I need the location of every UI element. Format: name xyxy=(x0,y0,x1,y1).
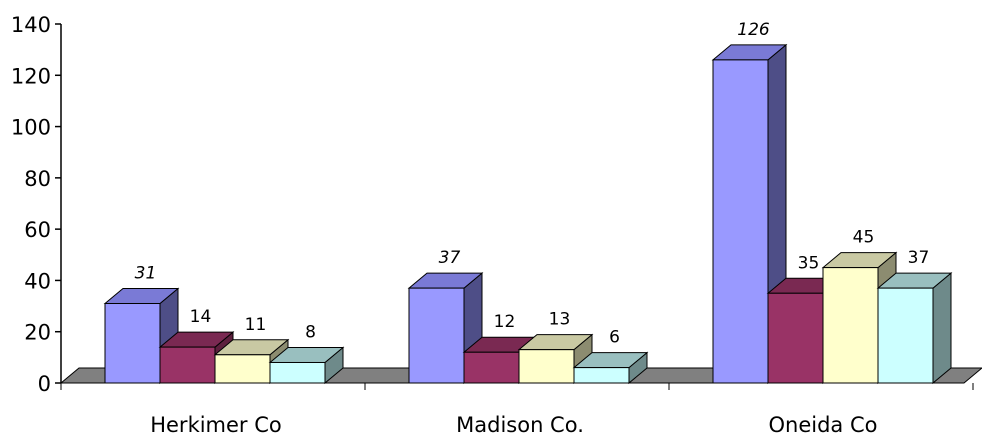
bar-front-face xyxy=(518,349,575,384)
data-label: 45 xyxy=(853,228,875,248)
bar-front-face xyxy=(712,59,769,384)
bar xyxy=(876,272,953,385)
bar-front-face xyxy=(408,287,465,384)
data-label: 31 xyxy=(135,264,157,284)
data-label: 13 xyxy=(549,310,571,330)
y-tick-label: 60 xyxy=(24,218,51,242)
bar-front-face xyxy=(877,287,934,384)
bar-front-face xyxy=(269,361,326,384)
bar-front-face xyxy=(822,267,879,384)
data-label: 37 xyxy=(908,248,930,268)
data-label: 14 xyxy=(190,307,212,327)
data-labels: 31 14 11 8 37 12 13 6 126 35 45 37 xyxy=(135,20,930,348)
bar-front-face xyxy=(463,351,520,384)
y-tick-label: 140 xyxy=(11,13,51,37)
bar xyxy=(268,346,345,385)
x-category-label: Herkimer Co xyxy=(150,413,282,437)
bar-front-face xyxy=(767,292,824,384)
y-tick-label: 100 xyxy=(11,116,51,140)
x-category-label: Madison Co. xyxy=(456,413,584,437)
x-category-label: Oneida Co xyxy=(769,413,878,437)
bar-side-face xyxy=(932,272,952,385)
data-label: 12 xyxy=(494,312,516,332)
y-tick-label: 40 xyxy=(24,269,51,293)
y-tick-label: 0 xyxy=(38,372,51,396)
data-label: 8 xyxy=(305,322,316,342)
bar-front-face xyxy=(159,346,216,384)
y-axis: 0 20 40 60 80 100 120 140 xyxy=(11,13,974,396)
data-label: 35 xyxy=(798,253,820,273)
bar-front-face xyxy=(573,367,630,384)
y-tick-label: 20 xyxy=(24,321,51,345)
data-label: 126 xyxy=(737,20,770,40)
bar-front-face xyxy=(214,354,271,384)
y-tick-label: 80 xyxy=(24,167,51,191)
data-label: 11 xyxy=(245,315,267,335)
bar xyxy=(572,351,649,385)
bars xyxy=(103,43,953,385)
data-label: 37 xyxy=(439,248,461,268)
y-tick-label: 120 xyxy=(11,64,51,88)
bar-front-face xyxy=(104,303,161,384)
x-axis-category-labels: Herkimer Co Madison Co. Oneida Co xyxy=(150,413,877,437)
data-label: 6 xyxy=(609,328,620,348)
